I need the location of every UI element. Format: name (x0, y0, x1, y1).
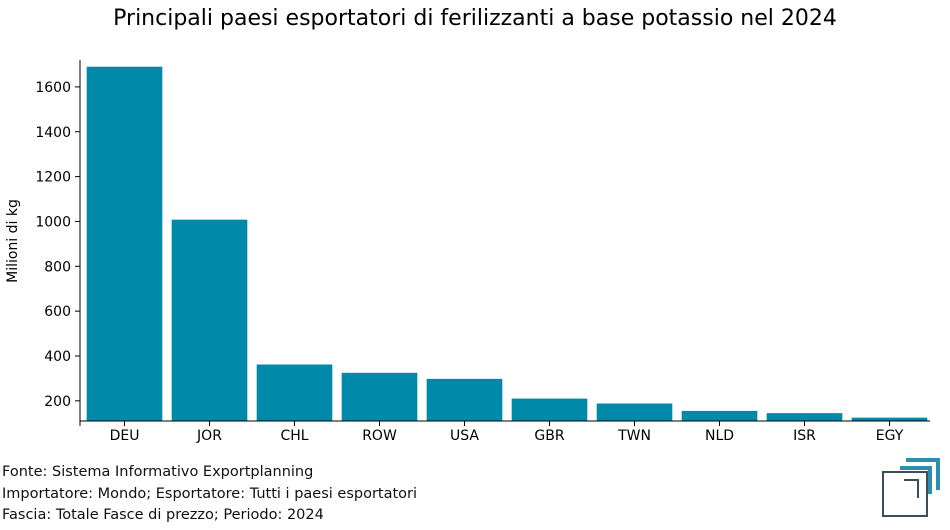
y-tick-label: 1600 (35, 80, 71, 96)
x-tick-label: JOR (196, 428, 222, 444)
footer-importer: Importatore: Mondo; Esportatore: Tutti i… (2, 486, 418, 502)
x-tick-label: ROW (362, 428, 397, 444)
y-tick-label: 400 (44, 349, 71, 365)
x-tick-label: GBR (534, 428, 564, 444)
x-ticks: DEU JOR CHL ROW USA GBR TWN NLD ISR EGY (79, 421, 904, 444)
bar-twn (596, 403, 673, 421)
y-axis-label: Milioni di kg (5, 199, 21, 283)
y-tick-label: 200 (44, 394, 71, 410)
footer-period: Fascia: Totale Fasce di prezzo; Periodo:… (2, 507, 324, 523)
logo-square (882, 471, 928, 517)
y-tick-label: 600 (44, 304, 71, 320)
logo-arrow-inner (900, 466, 932, 494)
x-tick-label: USA (450, 428, 479, 444)
chart-title: Principali paesi esportatori di ferilizz… (113, 6, 837, 31)
x-tick-label: EGY (876, 428, 904, 444)
y-tick-label: 1200 (35, 170, 71, 186)
bar-egy (851, 417, 928, 421)
footer-source: Fonte: Sistema Informativo Exportplannin… (2, 464, 314, 480)
bar-chart: 200 400 600 800 1000 1200 1400 1600 DEU JOR CHL RO… (5, 60, 930, 444)
x-tick-label: ISR (793, 428, 816, 444)
x-tick-label: DEU (110, 428, 140, 444)
bar-deu (86, 66, 163, 421)
exportplanning-logo-icon (882, 458, 940, 517)
x-tick-label: NLD (705, 428, 734, 444)
y-tick-label: 1400 (35, 125, 71, 141)
x-tick-label: TWN (617, 428, 651, 444)
bar-isr (766, 413, 843, 421)
x-tick-label: CHL (280, 428, 308, 444)
bar-gbr (511, 398, 588, 421)
y-ticks: 200 400 600 800 1000 1200 1400 1600 (35, 80, 80, 410)
bar-chl (256, 364, 333, 421)
bar-usa (426, 378, 503, 421)
logo-arrow-outer (906, 458, 940, 490)
y-tick-label: 1000 (35, 214, 71, 230)
logo-arrow-small (904, 479, 919, 498)
bars-group (86, 66, 928, 421)
bar-jor (171, 219, 248, 421)
bar-row (341, 372, 418, 421)
y-tick-label: 800 (44, 259, 71, 275)
bar-nld (681, 410, 758, 421)
